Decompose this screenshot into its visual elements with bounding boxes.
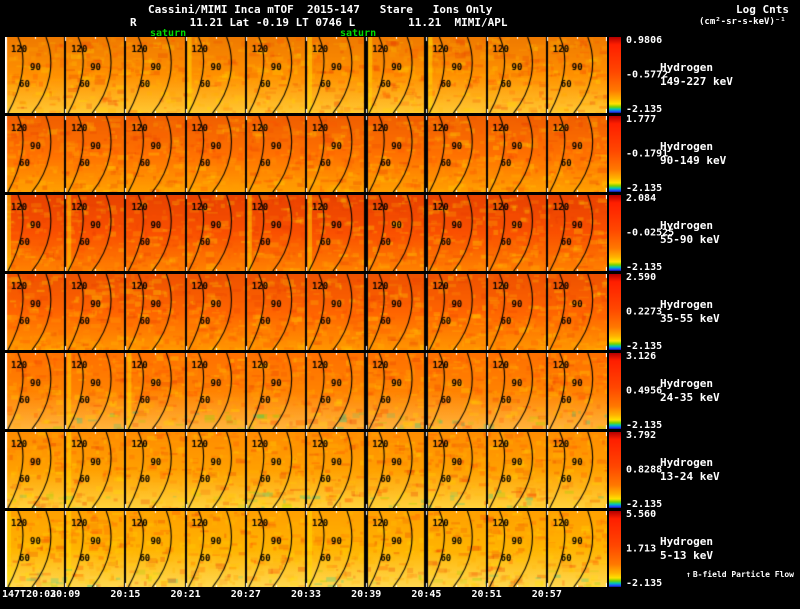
- channel-label: Hydrogen 35-55 keV: [660, 298, 720, 326]
- colorbar-max-label: 0.9806: [626, 35, 663, 46]
- colorbar-max-label: 5.560: [626, 509, 657, 520]
- saturn-marker-1: saturn: [150, 28, 187, 39]
- colorbar: [609, 432, 621, 508]
- channel-energy-label: 90-149 keV: [660, 154, 727, 167]
- colorbar-mid-label: 0.2273: [626, 306, 663, 318]
- heatmap-row: 3.126 0.4956 -2.135 Hydrogen 24-35 keV: [5, 351, 800, 431]
- colorbar-mid-label: 1.713: [626, 543, 657, 555]
- colorbar-max-label: 1.777: [626, 114, 657, 125]
- time-tick-label: 20:09: [50, 589, 81, 600]
- colorbar: [609, 37, 621, 113]
- colorbar-min-label: -2.135: [626, 499, 663, 510]
- colorbar: [609, 511, 621, 587]
- channel-species-label: Hydrogen: [660, 535, 713, 548]
- time-axis: 147T20:03 20:09 20:15 20:21 20:27 20:33 20:39 2…: [0, 589, 800, 605]
- colorbar-min-label: -2.135: [626, 104, 663, 115]
- colorbar-max-label: 2.084: [626, 193, 657, 204]
- heatmap-row-canvas: [5, 274, 607, 350]
- heatmap-row-canvas: [5, 432, 607, 508]
- heatmap-row-canvas: [5, 353, 607, 429]
- colorbar-units: (cm²-sr-s-keV)⁻¹: [699, 17, 786, 27]
- time-tick-label: 20:21: [170, 589, 201, 600]
- colorbar: [609, 353, 621, 429]
- channel-species-label: Hydrogen: [660, 61, 713, 74]
- colorbar: [609, 195, 621, 271]
- colorbar-mid-label: -0.5772: [626, 69, 669, 81]
- channel-label: Hydrogen 149-227 keV: [660, 61, 733, 89]
- channel-energy-label: 13-24 keV: [660, 470, 720, 483]
- b-field-arrow-icon: ↑: [686, 570, 691, 579]
- colorbar-min-label: -2.135: [626, 262, 663, 273]
- colorbar-min-label: -2.135: [626, 183, 663, 194]
- colorbar-mid-label: -0.1791: [626, 148, 669, 160]
- channel-species-label: Hydrogen: [660, 219, 713, 232]
- colorbar-max-label: 2.590: [626, 272, 657, 283]
- channel-energy-label: 55-90 keV: [660, 233, 720, 246]
- time-tick-label: 20:51: [471, 589, 502, 600]
- heatmap-row: 0.9806 -0.5772 -2.135 Hydrogen 149-227 keV: [5, 35, 800, 115]
- channel-energy-label: 35-55 keV: [660, 312, 720, 325]
- heatmap-row-canvas: [5, 195, 607, 271]
- channel-energy-label: 149-227 keV: [660, 75, 733, 88]
- channel-species-label: Hydrogen: [660, 298, 713, 311]
- colorbar: [609, 116, 621, 192]
- channel-energy-label: 5-13 keV: [660, 549, 713, 562]
- time-tick-label: 20:33: [290, 589, 322, 600]
- channel-label: Hydrogen 13-24 keV: [660, 456, 720, 484]
- saturn-marker-2: saturn: [340, 28, 377, 39]
- colorbar-min-label: -2.135: [626, 420, 663, 431]
- heatmap-row: 2.590 0.2273 -2.135 Hydrogen 35-55 keV: [5, 272, 800, 352]
- time-tick-label: 20:45: [411, 589, 442, 600]
- colorbar-min-label: -2.135: [626, 578, 663, 589]
- channel-label: Hydrogen 24-35 keV: [660, 377, 720, 405]
- plot-subtitle: R 11.21 Lat -0.19 LT 0746 L 11.21 MIMI/A…: [130, 16, 508, 29]
- time-tick-label: 20:27: [230, 589, 261, 600]
- heatmap-grid: 0.9806 -0.5772 -2.135 Hydrogen 149-227 keV 1.…: [5, 35, 800, 590]
- channel-species-label: Hydrogen: [660, 377, 713, 390]
- channel-label: Hydrogen 5-13 keV: [660, 535, 713, 563]
- heatmap-row-canvas: [5, 116, 607, 192]
- channel-label: Hydrogen 55-90 keV: [660, 219, 720, 247]
- colorbar-max-label: 3.792: [626, 430, 657, 441]
- time-tick-label: 20:15: [110, 589, 141, 600]
- time-tick-label: 20:39: [351, 589, 382, 600]
- colorbar-max-label: 3.126: [626, 351, 657, 362]
- channel-species-label: Hydrogen: [660, 456, 713, 469]
- colorbar-units-title: Log Cnts: [736, 3, 789, 16]
- channel-label: Hydrogen 90-149 keV: [660, 140, 726, 168]
- channel-energy-label: 24-35 keV: [660, 391, 720, 404]
- time-tick-label: 20:57: [531, 589, 562, 600]
- b-field-text: B-field Particle Flow: [692, 570, 794, 579]
- time-tick-label: 147T20:03: [2, 589, 57, 600]
- heatmap-row: 2.084 -0.02525 -2.135 Hydrogen 55-90 keV: [5, 193, 800, 273]
- colorbar-mid-label: 0.4956: [626, 385, 663, 397]
- colorbar-min-label: -2.135: [626, 341, 663, 352]
- heatmap-row: 1.777 -0.1791 -2.135 Hydrogen 90-149 keV: [5, 114, 800, 194]
- colorbar-mid-label: 0.8288: [626, 464, 663, 476]
- colorbar-mid-label: -0.02525: [626, 227, 675, 239]
- heatmap-row-canvas: [5, 37, 607, 113]
- heatmap-row-canvas: [5, 511, 607, 587]
- colorbar: [609, 274, 621, 350]
- heatmap-row: 5.560 1.713 -2.135 Hydrogen 5-13 keV: [5, 509, 800, 589]
- channel-species-label: Hydrogen: [660, 140, 713, 153]
- b-field-flow-label: ↑ B-field Particle Flow: [686, 570, 794, 579]
- plot-title: Cassini/MIMI Inca mTOF 2015-147 Stare Io…: [148, 3, 493, 16]
- heatmap-row: 3.792 0.8288 -2.135 Hydrogen 13-24 keV: [5, 430, 800, 510]
